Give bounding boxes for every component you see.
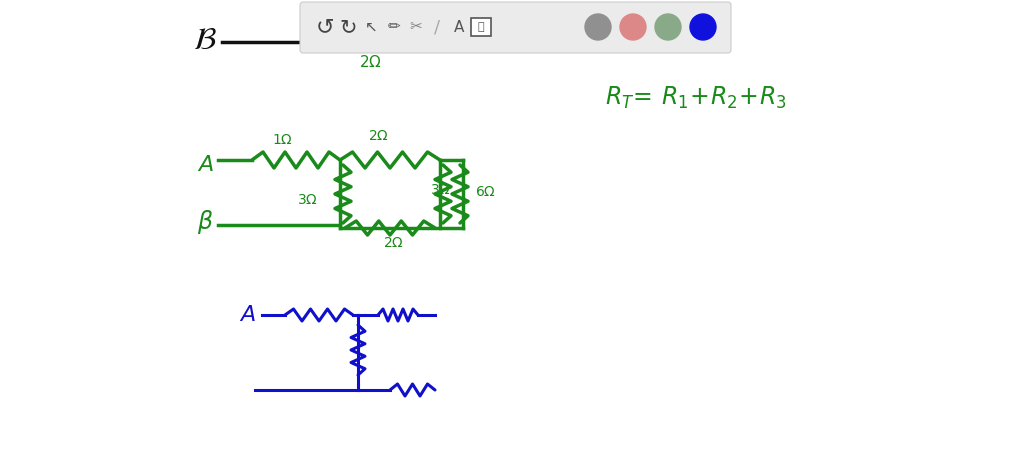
Text: A: A: [454, 20, 464, 34]
Text: $A$: $A$: [239, 304, 255, 326]
Text: 🖼: 🖼: [477, 22, 484, 32]
Text: $\beta$: $\beta$: [197, 208, 213, 236]
Circle shape: [690, 14, 716, 40]
Circle shape: [655, 14, 681, 40]
FancyBboxPatch shape: [300, 2, 731, 53]
Text: ↻: ↻: [339, 17, 356, 37]
Text: $A$: $A$: [197, 154, 213, 176]
Circle shape: [585, 14, 611, 40]
Text: ↖: ↖: [365, 20, 378, 34]
Text: ✂: ✂: [410, 20, 422, 34]
Text: /: /: [434, 18, 440, 36]
Text: $6\Omega$: $6\Omega$: [475, 185, 496, 199]
Text: $3\Omega$: $3\Omega$: [297, 193, 318, 207]
Text: $3\Omega$: $3\Omega$: [430, 183, 451, 197]
Text: $2\Omega$: $2\Omega$: [368, 129, 388, 143]
Text: ✏: ✏: [388, 20, 400, 34]
FancyBboxPatch shape: [471, 18, 490, 36]
Text: $\mathcal{B}$: $\mathcal{B}$: [194, 24, 217, 55]
Circle shape: [620, 14, 646, 40]
Text: ↺: ↺: [315, 17, 334, 37]
Text: $2\Omega$: $2\Omega$: [358, 54, 381, 70]
Text: $1\Omega$: $1\Omega$: [271, 133, 293, 147]
Text: $R_T\!=\,R_1\!+\!R_2\!+\!R_3$: $R_T\!=\,R_1\!+\!R_2\!+\!R_3$: [605, 85, 786, 111]
Text: $2\Omega$: $2\Omega$: [383, 236, 403, 250]
